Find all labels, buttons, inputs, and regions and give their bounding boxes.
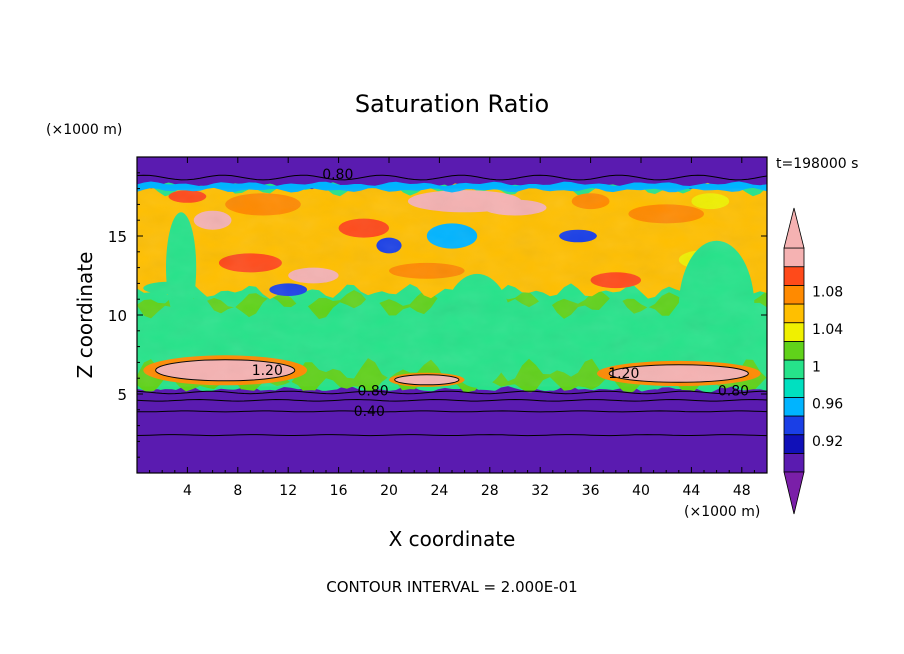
time-label: t=198000 s [776,156,858,172]
x-tick-label: 4 [183,483,192,499]
x-tick-label: 24 [430,483,448,499]
colorbar-swatch [783,434,805,454]
colorbar-swatch [783,415,805,436]
x-unit-label: (×1000 m) [684,504,760,520]
x-tick-label: 36 [582,483,600,499]
x-tick-label: 12 [279,483,297,499]
y-unit-label: (×1000 m) [46,122,122,138]
contour-line-0-40 [137,410,767,413]
contour-line-low [137,390,767,395]
x-axis-label: X coordinate [389,527,516,551]
colorbar-swatch [783,452,805,473]
x-tick-label: 48 [733,483,751,499]
x-tick-label: 8 [233,483,242,499]
texture-overlay [137,188,767,387]
x-tick-label: 44 [682,483,700,499]
contour-line-low [137,398,767,402]
colorbar-swatch [783,303,805,324]
x-tick-label: 16 [330,483,348,499]
colorbar-swatch [783,322,805,342]
x-tick-label: 32 [531,483,549,499]
saturation-field: 0.80 1.20 0.80 1.20 0.80 0.40 [137,157,767,473]
chart-title: Saturation Ratio [355,90,549,118]
y-tick-label: 15 [108,228,127,246]
colorbar-label: 0.92 [812,434,843,450]
colorbar-swatch [783,284,805,305]
colorbar-label: 1.04 [812,322,843,338]
colorbar-swatch [783,359,805,380]
contour-label: 1.20 [608,366,639,382]
upper-dry-region [137,157,767,190]
x-axis-ticks: 4 8 12 16 20 24 28 32 36 40 44 48 [149,157,755,499]
contour-label: 1.20 [252,363,283,379]
contour-label: 0.40 [354,404,385,420]
y-tick-label: 5 [117,386,127,404]
lower-dry-region [137,389,767,473]
contour-label: 0.80 [358,384,389,400]
colorbar-swatch [783,396,805,417]
colorbar-label: 0.96 [812,397,843,413]
contour-line-upper [137,174,767,181]
contour-label: 0.80 [718,384,749,400]
contour-line-low [137,434,767,437]
colorbar-swatch [783,266,805,286]
colorbar-label: 1.08 [812,285,843,301]
y-tick-label: 10 [108,307,127,325]
colorbar-over-triangle [783,207,805,249]
contour-interval-footer: CONTOUR INTERVAL = 2.000E-01 [326,578,577,596]
colorbar-swatch [783,247,805,268]
colorbar: 1.08 1.04 1 0.96 0.92 [783,207,843,515]
x-tick-label: 40 [632,483,650,499]
x-tick-label: 20 [380,483,398,499]
x-tick-label: 28 [481,483,499,499]
colorbar-swatch [783,340,805,361]
contour-label: 0.80 [322,167,353,183]
colorbar-under-triangle [783,471,805,515]
colorbar-swatch [783,378,805,398]
y-axis-label: Z coordinate [73,252,97,379]
y-axis-ticks: 5 10 15 [108,172,767,458]
colorbar-label: 1 [812,359,821,375]
